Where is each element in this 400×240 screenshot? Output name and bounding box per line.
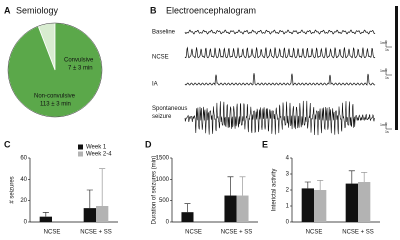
- scale-amplitude: 1mV: [380, 69, 388, 73]
- y-tick-label: 4: [286, 156, 290, 162]
- legend-label: Week 1: [86, 145, 107, 151]
- x-tick-label: NCSE: [185, 230, 202, 236]
- y-tick-label: 0: [286, 220, 290, 226]
- eeg-trace: [184, 73, 376, 86]
- bar: [96, 206, 109, 222]
- error-bar: [317, 180, 324, 190]
- x-tick-label: NCSE: [44, 230, 61, 236]
- panel-label: C: [4, 139, 11, 149]
- y-tick-label: 1000: [156, 177, 170, 183]
- scale-amplitude: 1mV: [380, 123, 388, 127]
- slice-label: Non-convulsive: [34, 94, 76, 100]
- y-tick-label: 2: [286, 188, 290, 194]
- trace-label: IA: [152, 82, 158, 88]
- slice-label: Convulsive: [64, 58, 94, 64]
- scale-bar: [385, 68, 392, 76]
- eeg-trace: [184, 46, 376, 59]
- scale-amplitude: 1mV: [380, 41, 388, 45]
- trace-label: NCSE: [152, 55, 169, 61]
- y-tick-label: 0: [24, 220, 28, 226]
- y-axis-label: Interictal activity: [272, 169, 278, 212]
- y-tick-label: 500: [159, 198, 170, 204]
- error-bar: [361, 172, 368, 182]
- legend-label: Week 2-4: [86, 152, 112, 158]
- y-tick-label: 40: [20, 177, 27, 183]
- trace-label: Spontaneous seizure: [152, 106, 187, 120]
- bar: [236, 195, 249, 222]
- scale-bar: [385, 122, 392, 130]
- panel-label: D: [145, 139, 152, 149]
- trace-label: Baseline: [152, 30, 176, 36]
- edge-bar: [395, 6, 398, 130]
- bar: [83, 208, 96, 222]
- bar: [358, 182, 371, 222]
- bar: [39, 216, 52, 222]
- eeg-title: Electroencephalogram: [166, 5, 256, 15]
- panel-label: A: [4, 5, 11, 15]
- x-tick-label: NCSE + SS: [221, 230, 253, 236]
- legend-swatch: [78, 151, 83, 157]
- bar: [301, 188, 314, 222]
- chart-title: Semiology: [16, 5, 59, 15]
- x-tick-label: NCSE + SS: [342, 230, 374, 236]
- pie-outline: [7, 22, 103, 118]
- scale-bar: [385, 40, 392, 48]
- scale-time: 1s: [385, 48, 389, 52]
- error-bar: [86, 189, 93, 209]
- error-bar: [184, 203, 191, 213]
- panel-label: B: [150, 5, 157, 15]
- x-tick-label: NCSE + SS: [80, 230, 112, 236]
- error-bar: [239, 176, 246, 196]
- eeg-trace: [184, 29, 376, 35]
- y-axis-label: # seizures: [10, 176, 16, 203]
- scale-time: 1s: [385, 130, 389, 134]
- y-tick-label: 1500: [156, 156, 170, 162]
- y-tick-label: 60: [20, 156, 27, 162]
- eeg-trace: [184, 100, 375, 136]
- y-tick-label: 0: [166, 220, 170, 226]
- bar: [181, 212, 194, 222]
- bar: [224, 195, 237, 222]
- bar: [314, 190, 327, 222]
- legend-swatch: [78, 144, 83, 150]
- y-tick-label: 20: [20, 198, 27, 204]
- slice-value: 7 ± 3 min: [68, 66, 93, 72]
- error-bar: [304, 181, 311, 189]
- error-bar: [348, 170, 355, 184]
- error-bar: [227, 176, 234, 196]
- bar: [345, 183, 358, 222]
- scale-time: 1s: [385, 76, 389, 80]
- panel-label: E: [262, 139, 268, 149]
- y-tick-label: 1: [286, 204, 290, 210]
- error-bar: [99, 168, 106, 206]
- x-tick-label: NCSE: [306, 230, 323, 236]
- y-axis-label: Duration of seizures (min): [152, 156, 158, 225]
- y-tick-label: 3: [286, 172, 290, 178]
- error-bar: [42, 212, 49, 217]
- slice-value: 113 ± 3 min: [40, 102, 71, 108]
